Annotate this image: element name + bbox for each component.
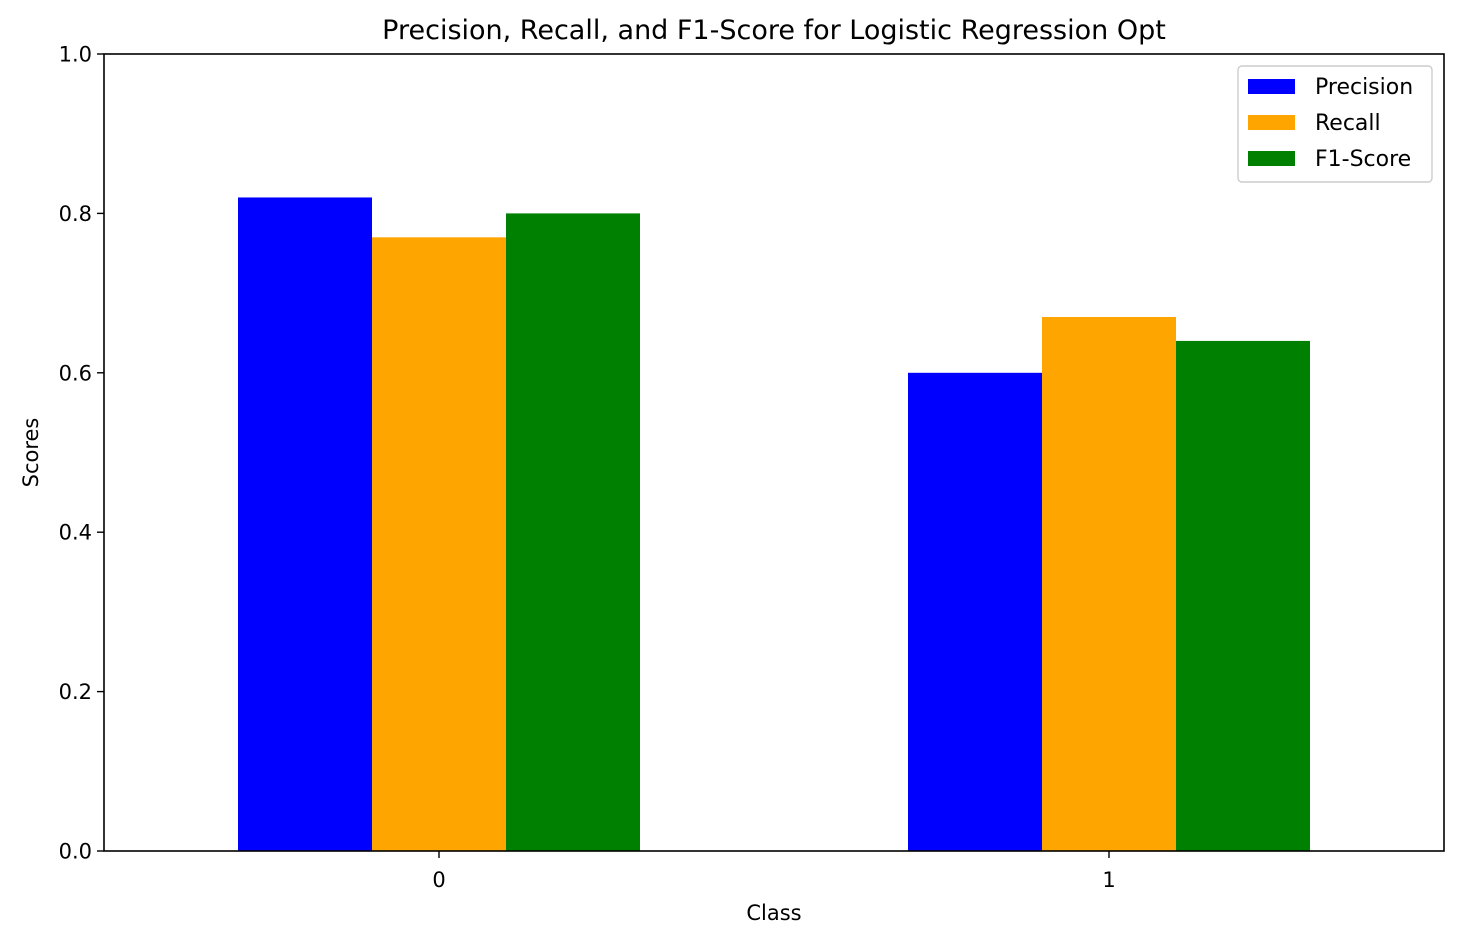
bar-recall-class-0 — [372, 237, 506, 851]
y-tick-label: 0.0 — [59, 840, 92, 864]
y-tick-label: 0.6 — [59, 361, 92, 385]
bar-precision-class-1 — [908, 372, 1042, 851]
y-tick-label: 0.2 — [59, 680, 92, 704]
chart-title: Precision, Recall, and F1-Score for Logi… — [382, 15, 1166, 46]
bar-recall-class-1 — [1042, 317, 1176, 851]
legend-label-f1-score: F1-Score — [1315, 147, 1411, 172]
legend-label-precision: Precision — [1315, 75, 1413, 100]
y-tick-label: 0.4 — [59, 521, 92, 545]
y-tick-label: 0.8 — [59, 202, 92, 226]
legend-swatch-recall — [1248, 115, 1295, 130]
y-axis-label: Scores — [19, 418, 43, 488]
x-tick-label: 1 — [1102, 868, 1115, 892]
x-tick-label: 0 — [432, 868, 445, 892]
bar-f1-score-class-0 — [506, 213, 640, 851]
legend-swatch-precision — [1248, 79, 1295, 94]
bars-group — [238, 197, 1310, 851]
legend: Precision Recall F1-Score — [1237, 65, 1433, 183]
plot-area-frame — [103, 53, 1445, 852]
y-axis: 0.0 0.2 0.4 0.6 0.8 1.0 — [59, 43, 104, 864]
bar-f1-score-class-1 — [1176, 340, 1310, 851]
bar-precision-class-0 — [238, 197, 372, 851]
legend-swatch-f1-score — [1248, 151, 1295, 166]
y-tick-label: 1.0 — [59, 43, 92, 67]
x-axis-label: Class — [746, 901, 801, 925]
legend-label-recall: Recall — [1315, 111, 1381, 136]
